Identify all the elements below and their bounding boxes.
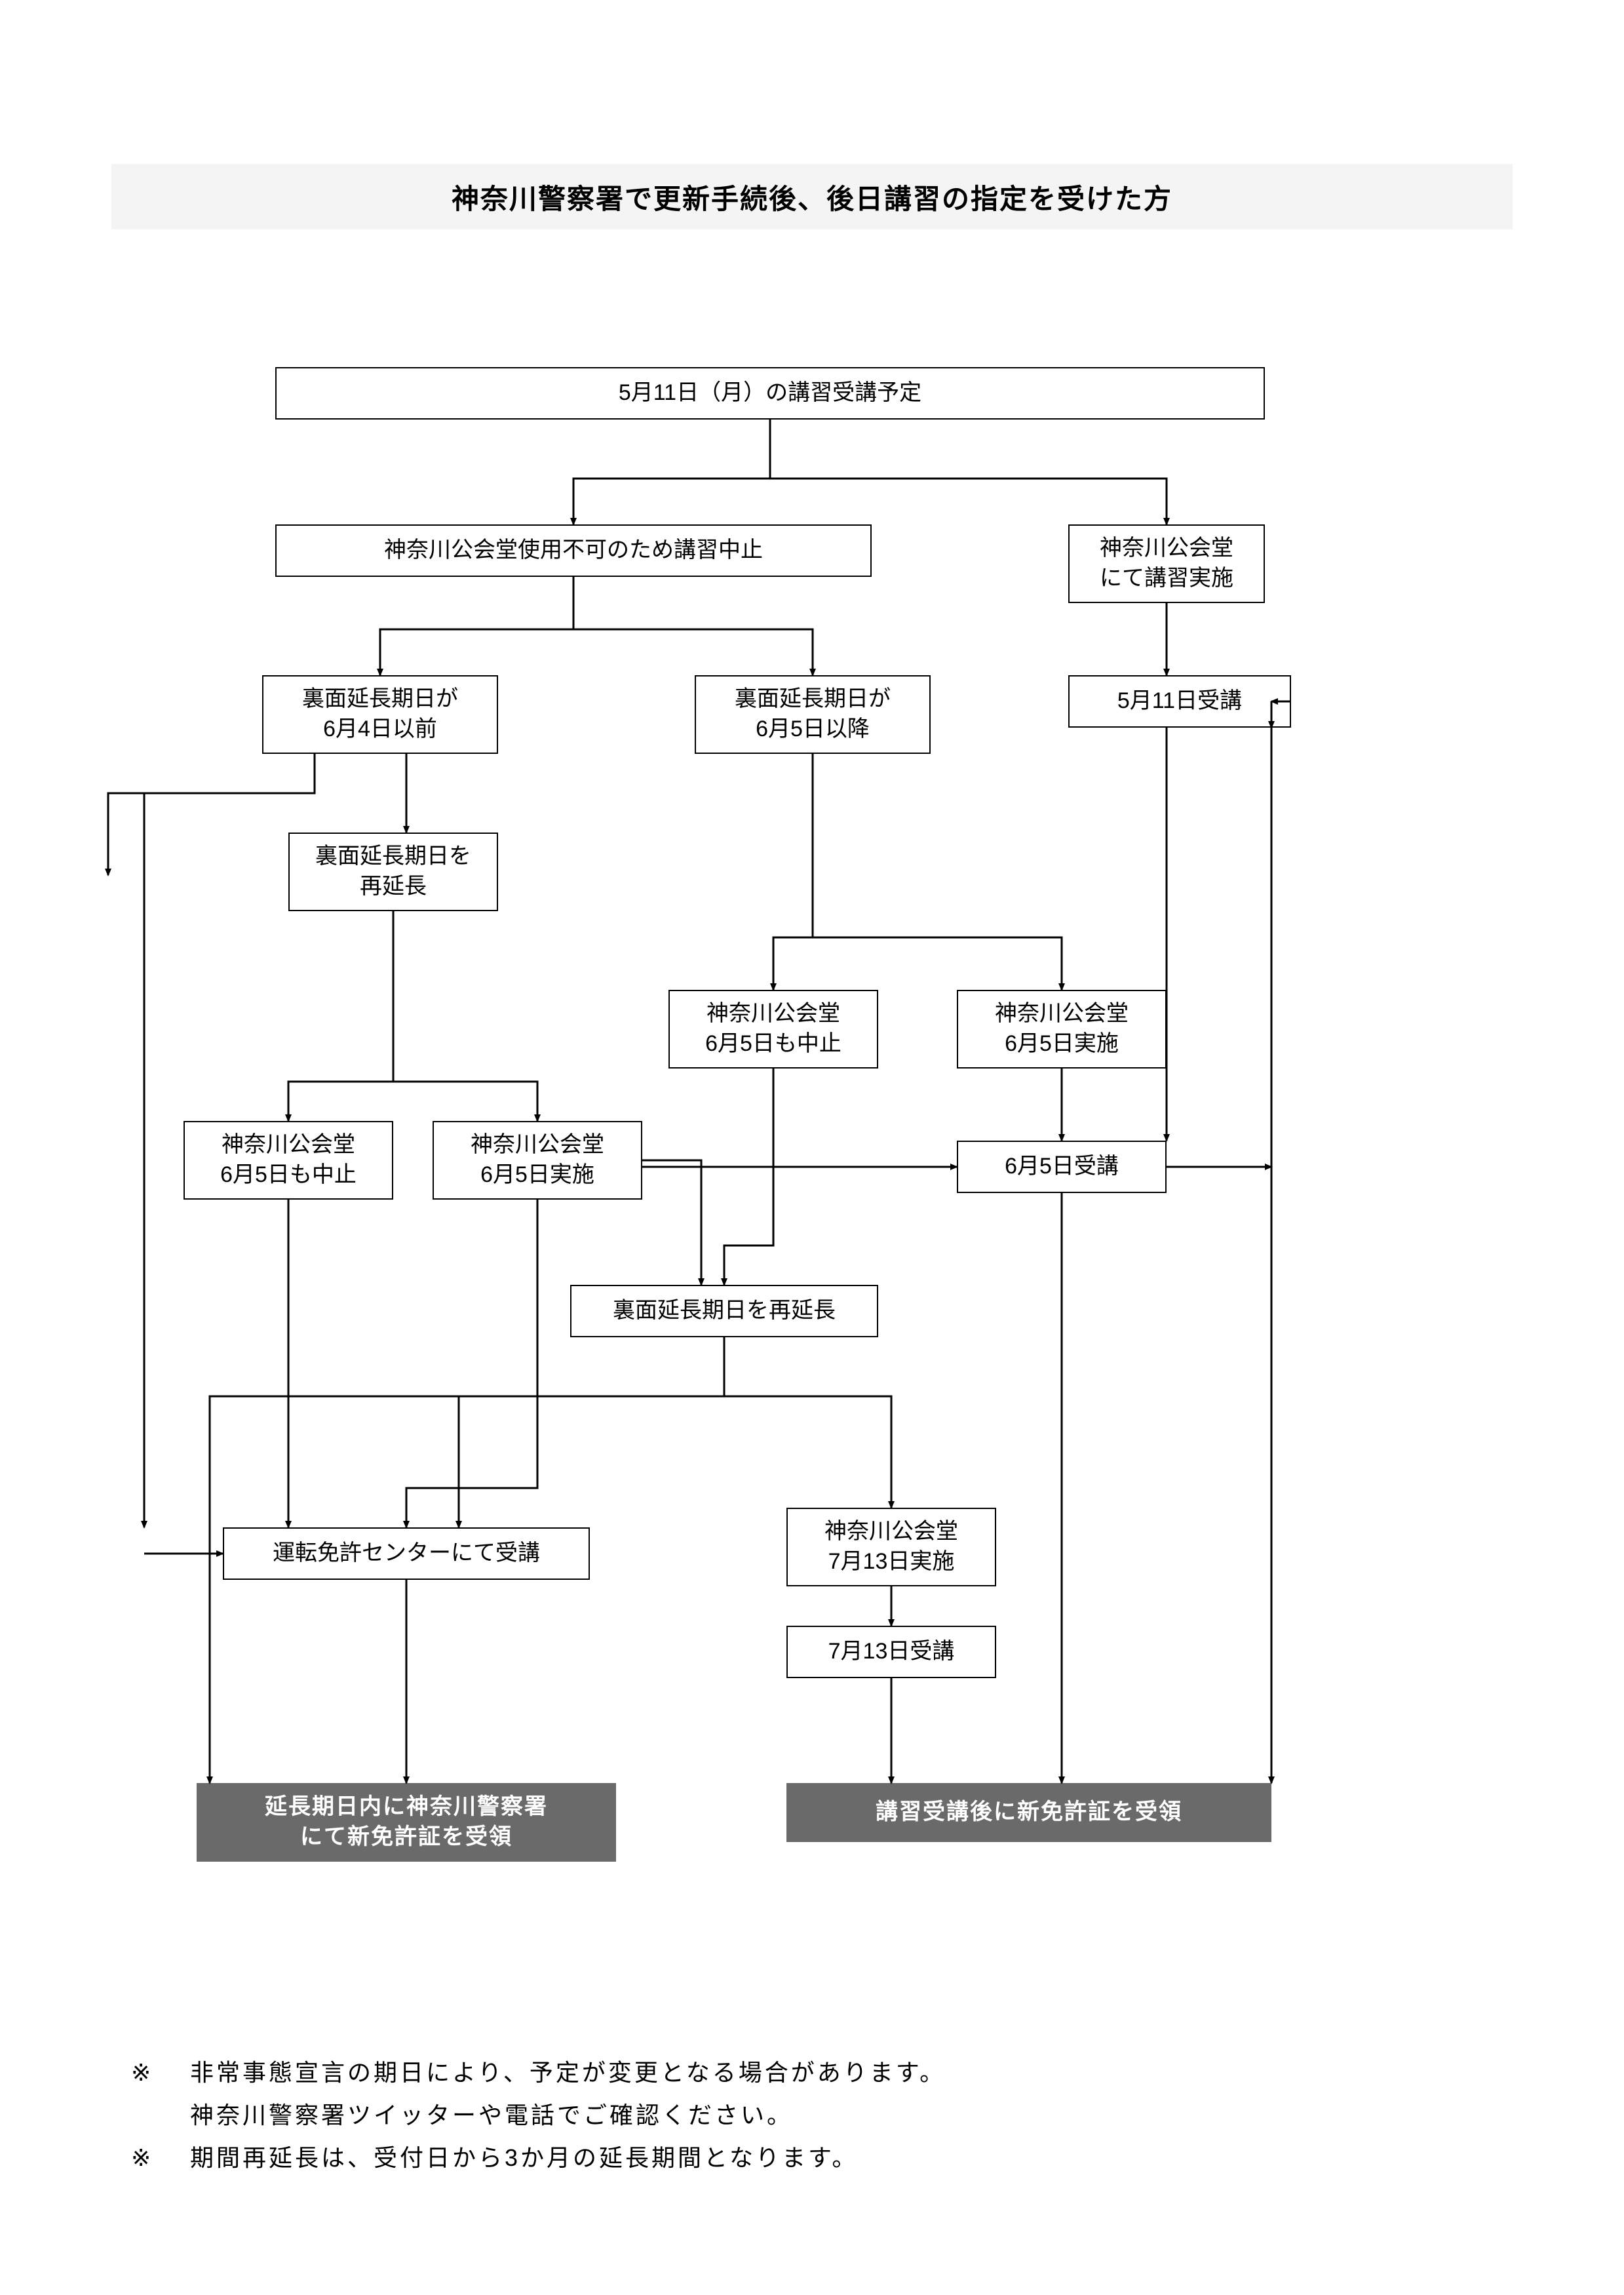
footnote-text: 期間再延長は、受付日から3か月の延長期間となります。 xyxy=(190,2137,1442,2180)
node-after65: 裏面延長期日が6月5日以降 xyxy=(695,675,931,754)
node-attend65: 6月5日受講 xyxy=(957,1141,1167,1193)
node-before64: 裏面延長期日が6月4日以前 xyxy=(262,675,498,754)
node-reextend2: 裏面延長期日を再延長 xyxy=(570,1285,878,1337)
terminal-left: 延長期日内に神奈川警察署にて新免許証を受領 xyxy=(197,1783,616,1862)
node-k65cancel-l: 神奈川公会堂6月5日も中止 xyxy=(184,1121,393,1200)
terminal-right: 講習受講後に新免許証を受領 xyxy=(786,1783,1271,1842)
node-k713: 神奈川公会堂7月13日実施 xyxy=(786,1508,996,1586)
node-reextend1: 裏面延長期日を再延長 xyxy=(288,833,498,911)
node-top: 5月11日（月）の講習受講予定 xyxy=(275,367,1265,420)
node-k65cancel-r: 神奈川公会堂6月5日も中止 xyxy=(668,990,878,1069)
node-attend511: 5月11日受講 xyxy=(1068,675,1291,728)
page: 神奈川警察署で更新手続後、後日講習の指定を受けた方 5月11日（月）の講習受講予… xyxy=(0,0,1624,2295)
footnotes: ※非常事態宣言の期日により、予定が変更となる場合があります。神奈川警察署ツイッタ… xyxy=(131,2052,1442,2179)
footnote-text: 非常事態宣言の期日により、予定が変更となる場合があります。 xyxy=(190,2052,1442,2094)
footnote-marker: ※ xyxy=(131,2052,190,2094)
footnote-marker: ※ xyxy=(131,2137,190,2180)
footnote-text: 神奈川警察署ツイッターや電話でご確認ください。 xyxy=(190,2094,1442,2137)
node-k65held-l: 神奈川公会堂6月5日実施 xyxy=(433,1121,642,1200)
node-cancel: 神奈川公会堂使用不可のため講習中止 xyxy=(275,524,872,577)
node-attend713: 7月13日受講 xyxy=(786,1626,996,1678)
footnote-marker xyxy=(131,2094,190,2137)
node-center: 運転免許センターにて受講 xyxy=(223,1527,590,1580)
node-held: 神奈川公会堂にて講習実施 xyxy=(1068,524,1265,603)
node-k65held-r: 神奈川公会堂6月5日実施 xyxy=(957,990,1167,1069)
page-title: 神奈川警察署で更新手続後、後日講習の指定を受けた方 xyxy=(111,164,1513,229)
